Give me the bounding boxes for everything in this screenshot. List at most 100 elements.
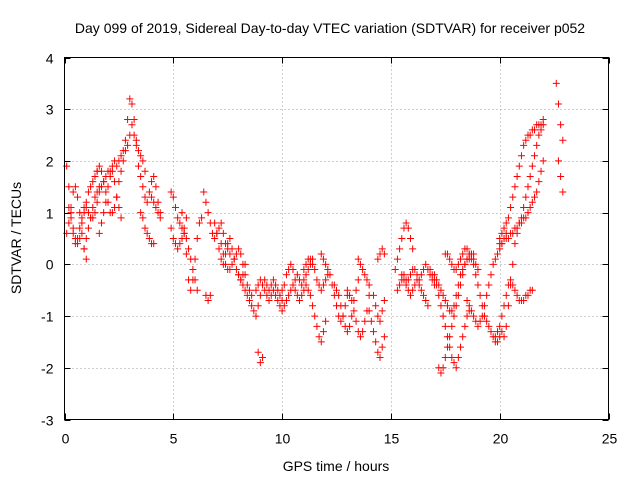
- data-point: [130, 131, 138, 139]
- data-point: [311, 266, 319, 274]
- y-axis-title: SDTVAR / TECUs: [8, 182, 24, 294]
- data-point: [526, 203, 534, 211]
- data-point: [557, 172, 565, 180]
- data-point: [459, 333, 467, 341]
- data-point: [189, 266, 197, 274]
- data-point: [356, 333, 364, 341]
- data-point: [235, 271, 243, 279]
- data-point: [124, 116, 132, 124]
- data-point: [378, 245, 386, 253]
- data-point: [511, 286, 519, 294]
- data-point: [91, 209, 99, 217]
- data-point: [230, 255, 238, 263]
- data-point: [443, 343, 451, 351]
- data-point: [483, 317, 491, 325]
- data-point: [522, 193, 530, 201]
- data-point: [476, 317, 484, 325]
- data-point: [404, 224, 412, 232]
- data-point: [437, 369, 445, 377]
- data-point: [82, 255, 90, 263]
- data-point: [365, 281, 373, 289]
- data-point: [282, 271, 290, 279]
- data-point: [95, 229, 103, 237]
- x-tick-label: 25: [602, 431, 618, 447]
- data-point: [324, 266, 332, 274]
- data-point: [369, 328, 377, 336]
- data-point: [93, 188, 101, 196]
- y-tick-label: -1: [41, 309, 54, 325]
- data-point: [174, 214, 182, 222]
- data-point: [182, 250, 190, 258]
- data-point: [213, 229, 221, 237]
- data-point: [439, 364, 447, 372]
- data-point: [335, 291, 343, 299]
- data-point: [141, 193, 149, 201]
- y-tick-label: 2: [46, 154, 54, 170]
- y-tick-label: 1: [46, 206, 54, 222]
- data-point: [313, 322, 321, 330]
- data-point: [461, 322, 469, 330]
- data-point: [272, 281, 280, 289]
- data-point: [278, 286, 286, 294]
- data-point: [441, 297, 449, 305]
- data-point: [333, 286, 340, 294]
- data-point: [463, 297, 471, 305]
- data-point: [417, 286, 425, 294]
- data-point: [261, 276, 269, 284]
- data-point: [526, 172, 534, 180]
- data-point: [141, 224, 149, 232]
- data-point: [278, 307, 286, 315]
- data-point: [354, 276, 362, 284]
- data-point: [537, 167, 545, 175]
- data-point: [97, 167, 105, 175]
- data-point: [531, 152, 539, 160]
- data-point: [169, 235, 177, 242]
- data-point: [500, 224, 508, 232]
- data-point: [504, 235, 512, 242]
- data-point: [535, 178, 543, 186]
- data-point: [437, 302, 445, 310]
- data-points: [63, 79, 567, 377]
- chart-title: Day 099 of 2019, Sidereal Day-to-day VTE…: [75, 20, 585, 36]
- data-point: [485, 281, 493, 289]
- y-tick-label: -3: [41, 413, 54, 429]
- data-point: [78, 229, 86, 237]
- plot-frame: [64, 57, 609, 420]
- data-point: [302, 260, 310, 268]
- data-point: [215, 224, 223, 232]
- data-point: [374, 255, 382, 263]
- data-point: [87, 214, 95, 222]
- data-point: [167, 224, 175, 232]
- data-point: [300, 266, 308, 274]
- data-point: [139, 157, 147, 165]
- data-point: [169, 193, 177, 201]
- data-point: [511, 183, 519, 191]
- data-point: [69, 224, 77, 232]
- data-point: [452, 266, 460, 274]
- data-point: [374, 312, 382, 320]
- data-point: [520, 297, 528, 305]
- data-point: [517, 219, 525, 227]
- data-point: [448, 307, 456, 315]
- data-point: [100, 209, 108, 217]
- data-point: [93, 198, 101, 206]
- data-point: [280, 302, 288, 310]
- data-point: [509, 260, 517, 268]
- data-point: [119, 147, 127, 155]
- data-point: [467, 255, 475, 263]
- data-point: [254, 302, 262, 310]
- data-point: [417, 271, 425, 279]
- data-point: [406, 291, 414, 299]
- data-point: [69, 188, 77, 196]
- data-point: [191, 276, 199, 284]
- data-point: [461, 260, 469, 268]
- data-point: [306, 291, 314, 299]
- data-point: [309, 260, 317, 268]
- data-point: [476, 291, 484, 299]
- data-point: [145, 188, 153, 196]
- data-point: [554, 100, 562, 108]
- data-point: [354, 255, 362, 263]
- data-point: [361, 317, 369, 325]
- data-point: [515, 162, 523, 170]
- data-point: [502, 219, 510, 227]
